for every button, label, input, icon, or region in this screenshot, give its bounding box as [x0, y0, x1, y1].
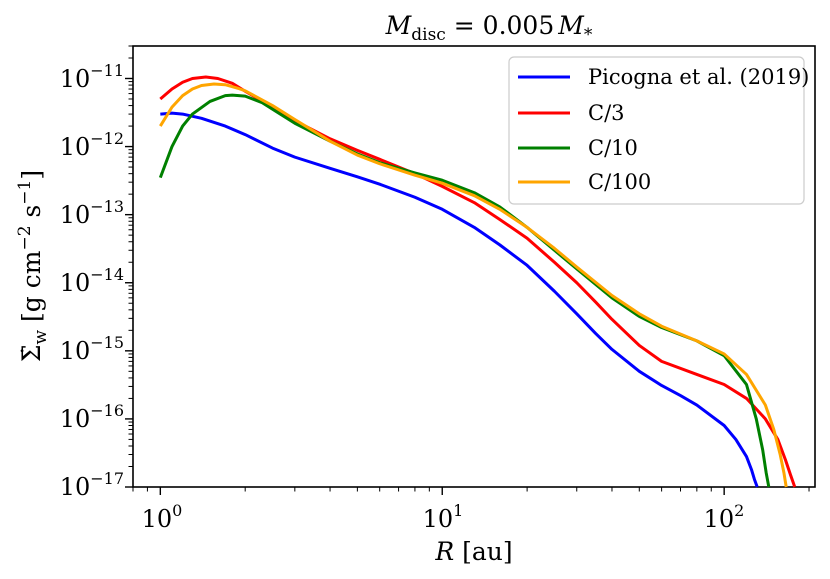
- y-tick-label-1e-17: 10−17: [60, 469, 124, 501]
- legend-label-c100: C/100: [588, 170, 651, 194]
- legend-box: [508, 56, 805, 205]
- y-tick-label-1e-15: 10−15: [60, 333, 124, 365]
- series-line-3: [159, 82, 788, 488]
- x-tick-label-10: 101: [423, 501, 464, 533]
- series-layer: [158, 75, 797, 488]
- legend-label-c10: C/10: [588, 136, 638, 160]
- y-tick-label-1e-12: 10−12: [60, 129, 124, 161]
- x-axis-label: R [au]: [434, 537, 512, 566]
- y-axis-label: Σ̇w [g cm−2 s−1]: [15, 170, 51, 362]
- x-tick-label-100: 102: [704, 501, 745, 533]
- legend: Picogna et al. (2019) C/3 C/10 C/100: [508, 56, 809, 205]
- y-tick-label-1e-11: 10−11: [60, 61, 124, 93]
- chart-title: Mdisc = 0.005 M*: [385, 11, 593, 45]
- axis-ticks: [125, 45, 810, 495]
- y-tick-label-1e-14: 10−14: [60, 265, 124, 297]
- y-tick-label-1e-16: 10−16: [60, 401, 124, 433]
- legend-label-c3: C/3: [588, 101, 625, 125]
- series-line-1: [159, 75, 797, 488]
- series-line-0: [160, 111, 759, 488]
- legend-label-picogna: Picogna et al. (2019): [588, 65, 809, 89]
- x-tick-label-1: 100: [142, 501, 183, 533]
- plot-frame: [132, 45, 816, 488]
- y-tick-label-1e-13: 10−13: [60, 197, 124, 229]
